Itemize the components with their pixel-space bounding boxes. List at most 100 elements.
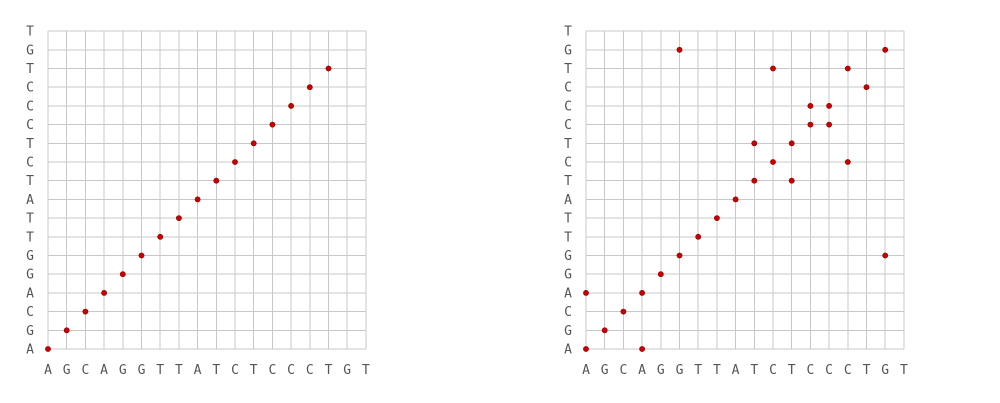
y-tick-label: T	[26, 174, 34, 189]
match-dot	[732, 196, 739, 203]
match-dot	[657, 271, 664, 278]
match-dot	[807, 121, 814, 128]
y-tick-label: T	[564, 212, 572, 227]
match-dot	[751, 177, 758, 184]
match-dot	[770, 159, 776, 165]
x-tick-label: C	[306, 363, 314, 378]
y-tick-label: C	[564, 118, 572, 133]
y-tick-label: A	[26, 193, 34, 208]
match-dot	[213, 177, 220, 184]
x-tick-label: T	[694, 363, 702, 378]
y-tick-label: A	[26, 286, 34, 301]
y-tick-label: A	[564, 286, 572, 301]
match-dot	[826, 103, 832, 109]
y-tick-label: T	[26, 25, 34, 40]
x-tick-label: C	[231, 363, 239, 378]
match-dot	[250, 140, 257, 147]
match-dot	[788, 177, 795, 184]
y-tick-label: T	[26, 62, 34, 77]
y-tick-label: C	[26, 305, 34, 320]
match-dot	[826, 121, 832, 128]
match-dot	[863, 84, 870, 91]
match-dot	[788, 140, 795, 147]
x-tick-label: C	[806, 363, 814, 378]
match-dot	[620, 308, 627, 315]
y-tick-label: T	[564, 137, 572, 152]
x-tick-label: T	[250, 363, 258, 378]
x-tick-label: A	[44, 363, 52, 378]
match-dot	[844, 159, 851, 165]
x-tick-label: G	[601, 363, 609, 378]
y-tick-label: G	[26, 268, 34, 283]
x-tick-label: A	[100, 363, 108, 378]
x-tick-label: A	[638, 363, 646, 378]
y-tick-label: A	[26, 343, 34, 358]
x-tick-label: C	[81, 363, 89, 378]
y-tick-label: G	[564, 249, 572, 264]
match-dot	[157, 233, 164, 240]
x-tick-label: C	[287, 363, 295, 378]
y-tick-label: G	[564, 268, 572, 283]
y-tick-label: C	[26, 81, 34, 96]
y-tick-label: A	[564, 193, 572, 208]
x-tick-label: G	[676, 363, 684, 378]
y-tick-label: G	[564, 324, 572, 339]
match-dot	[232, 159, 238, 165]
y-tick-label: G	[26, 249, 34, 264]
match-dot	[138, 252, 145, 259]
x-tick-label: G	[63, 363, 71, 378]
y-tick-label: C	[564, 156, 572, 171]
match-dot	[325, 65, 332, 72]
match-dot	[751, 140, 758, 147]
x-tick-label: G	[881, 363, 889, 378]
x-tick-label: A	[194, 363, 202, 378]
x-tick-label: G	[119, 363, 127, 378]
x-tick-label: T	[156, 363, 164, 378]
match-dot	[676, 252, 683, 259]
match-dot	[807, 103, 814, 109]
y-tick-label: C	[26, 156, 34, 171]
y-tick-label: T	[26, 212, 34, 227]
x-tick-label: G	[343, 363, 351, 378]
match-dot	[882, 46, 889, 53]
x-tick-label: T	[788, 363, 796, 378]
match-dot	[101, 289, 107, 296]
x-tick-label: C	[268, 363, 276, 378]
x-tick-label: T	[900, 363, 908, 378]
match-dot	[770, 65, 776, 72]
x-tick-label: T	[325, 363, 333, 378]
match-dot	[676, 46, 683, 53]
x-tick-label: G	[657, 363, 665, 378]
match-dot	[269, 121, 276, 128]
match-dot	[583, 289, 589, 296]
y-tick-label: C	[564, 81, 572, 96]
match-dot	[639, 289, 645, 296]
x-tick-label: C	[769, 363, 777, 378]
match-dot	[82, 308, 89, 315]
y-tick-label: T	[564, 62, 572, 77]
x-tick-label: T	[175, 363, 183, 378]
y-tick-label: G	[26, 43, 34, 58]
x-tick-label: T	[713, 363, 721, 378]
y-tick-label: C	[564, 305, 572, 320]
x-tick-label: T	[212, 363, 220, 378]
match-dot	[288, 103, 294, 109]
match-dot	[63, 327, 70, 334]
match-dot	[175, 215, 182, 221]
y-tick-label: A	[564, 343, 572, 358]
match-dot	[583, 346, 589, 352]
match-dot	[45, 346, 51, 352]
y-tick-label: T	[564, 230, 572, 245]
match-dot	[601, 327, 608, 334]
y-tick-label: C	[26, 99, 34, 114]
x-tick-label: A	[582, 363, 590, 378]
y-tick-label: C	[564, 99, 572, 114]
x-tick-label: A	[732, 363, 740, 378]
match-dot	[844, 65, 851, 72]
match-dot	[695, 233, 702, 240]
x-tick-label: T	[863, 363, 871, 378]
x-tick-label: T	[750, 363, 758, 378]
